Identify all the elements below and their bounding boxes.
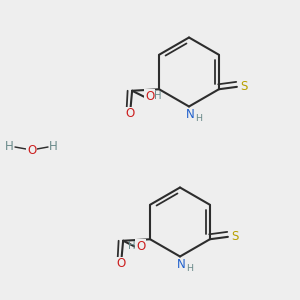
Text: H: H <box>128 241 135 251</box>
Text: N: N <box>176 258 185 272</box>
Text: H: H <box>154 91 162 101</box>
Text: O: O <box>27 143 36 157</box>
Text: O: O <box>136 240 145 253</box>
Text: O: O <box>145 90 154 103</box>
Text: S: S <box>240 80 247 93</box>
Text: H: H <box>5 140 14 153</box>
Text: H: H <box>186 264 193 273</box>
Text: H: H <box>49 140 58 153</box>
Text: O: O <box>116 257 125 270</box>
Text: O: O <box>125 107 134 120</box>
Text: N: N <box>185 108 194 122</box>
Text: H: H <box>195 114 202 123</box>
Text: S: S <box>231 230 238 243</box>
